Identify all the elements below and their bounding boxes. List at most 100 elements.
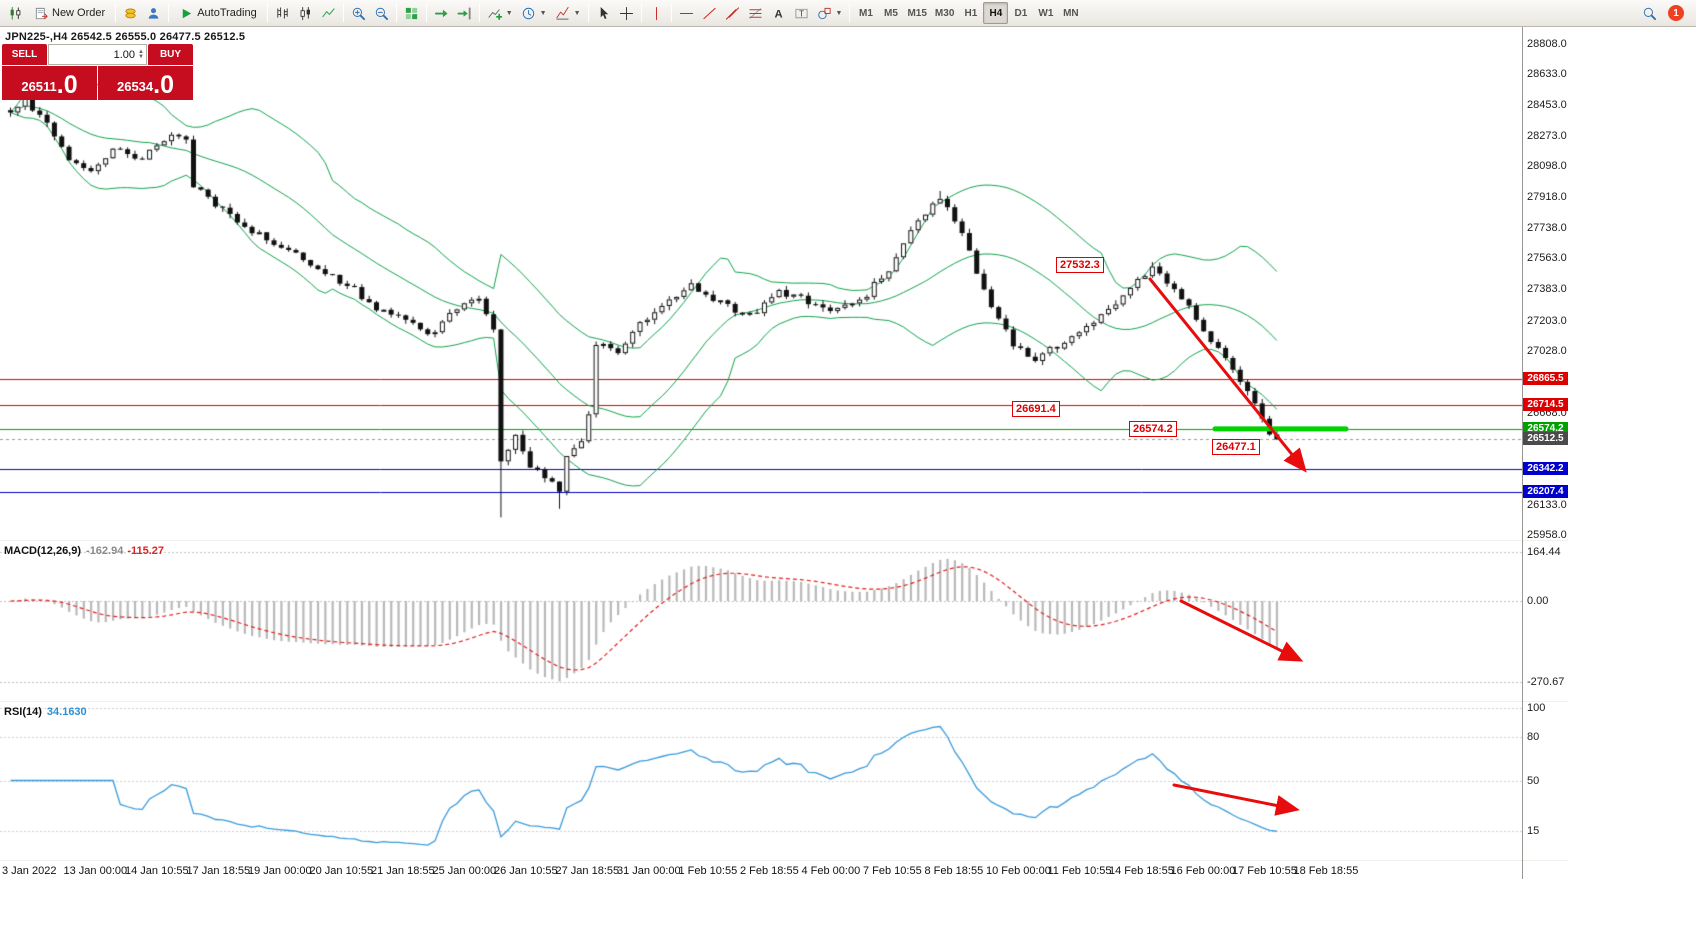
new-chart-dropdown[interactable]: ▼ — [483, 2, 517, 24]
sell-price[interactable]: 26511.0 — [2, 66, 97, 100]
volume-spinner[interactable]: ▲ ▼ — [138, 48, 144, 60]
accounts-button[interactable] — [142, 2, 165, 24]
shapes-dropdown[interactable]: ▼ — [813, 2, 847, 24]
time-axis-label: 19 Jan 00:00 — [248, 865, 312, 877]
new-chart-button[interactable] — [4, 2, 27, 24]
timeframe-h1[interactable]: H1 — [958, 2, 983, 24]
sell-button[interactable]: SELL — [2, 44, 47, 65]
price-annotation[interactable]: 26691.4 — [1012, 401, 1060, 417]
autotrading-label: AutoTrading — [197, 7, 257, 19]
horizontal-line-tool-button[interactable] — [675, 2, 698, 24]
price-tick-label: 28633.0 — [1527, 68, 1567, 81]
timeframe-group: M1 M5 M15 M30 H1 H4 D1 W1 MN — [853, 2, 1083, 24]
indicators-icon — [556, 6, 569, 20]
line-chart-mode-button[interactable] — [317, 2, 340, 24]
autotrading-button[interactable]: AutoTrading — [172, 2, 264, 24]
toolbar-separator — [640, 4, 642, 22]
bar-chart-mode-button[interactable] — [271, 2, 294, 24]
crosshair-tool-button[interactable] — [615, 2, 638, 24]
new-order-button[interactable]: New Order — [27, 2, 112, 24]
macd-panel-separator[interactable] — [0, 540, 1568, 541]
price-annotation[interactable]: 26574.2 — [1129, 421, 1177, 437]
timeframe-m1[interactable]: M1 — [853, 2, 878, 24]
rsi-indicator-canvas[interactable] — [0, 702, 1522, 860]
channel-tool-button[interactable] — [721, 2, 744, 24]
price-annotation[interactable]: 26477.1 — [1212, 439, 1260, 455]
rsi-label: RSI(14) 34.1630 — [4, 706, 87, 718]
price-tag: 26865.5 — [1523, 371, 1568, 385]
timeframe-m5[interactable]: M5 — [878, 2, 903, 24]
price-tick-label: 28453.0 — [1527, 99, 1567, 112]
chart-shift-button[interactable] — [453, 2, 476, 24]
main-chart-canvas[interactable] — [0, 28, 1522, 540]
time-axis[interactable]: 3 Jan 2022 13 Jan 00:00 14 Jan 10:55 17 Jan… — [0, 861, 1522, 880]
time-axis-label: 14 Jan 10:55 — [125, 865, 189, 877]
shapes-icon — [817, 7, 831, 19]
timeframe-w1[interactable]: W1 — [1033, 2, 1058, 24]
trade-panel-top-row: SELL 1.00 ▲ ▼ BUY — [2, 44, 193, 65]
buy-price[interactable]: 26534.0 — [98, 66, 193, 100]
price-tag: 26714.5 — [1523, 397, 1568, 411]
trendline-icon — [702, 7, 716, 19]
trendline-tool-button[interactable] — [698, 2, 721, 24]
candlestick-chart-icon — [10, 6, 21, 20]
trade-panel-prices: 26511.0 26534.0 — [2, 66, 193, 100]
macd-value-signal: -115.27 — [127, 545, 165, 557]
price-annotation[interactable]: 27532.3 — [1056, 257, 1104, 273]
zoom-out-button[interactable] — [370, 2, 393, 24]
cursor-tool-button[interactable] — [592, 2, 615, 24]
rsi-scale-label: 50 — [1527, 774, 1540, 787]
time-axis-label: 7 Feb 10:55 — [863, 865, 922, 877]
timeframe-m30[interactable]: M30 — [931, 2, 958, 24]
dropdown-caret-icon: ▼ — [539, 9, 547, 17]
zoom-in-button[interactable] — [347, 2, 370, 24]
rsi-panel-separator[interactable] — [0, 701, 1568, 702]
rsi-scale-label: 100 — [1527, 702, 1546, 714]
macd-indicator-canvas[interactable] — [0, 541, 1522, 700]
dropdown-caret-icon: ▼ — [505, 9, 513, 17]
search-button[interactable] — [1638, 2, 1661, 24]
toolbar-separator — [425, 4, 427, 22]
crosshair-icon — [619, 6, 633, 20]
notification-badge[interactable]: 1 — [1668, 5, 1684, 21]
spin-up-icon[interactable]: ▲ — [138, 48, 144, 55]
price-tag: 26512.5 — [1523, 432, 1568, 446]
candle-chart-mode-button[interactable] — [294, 2, 317, 24]
time-axis-label: 18 Feb 18:55 — [1293, 865, 1359, 877]
timeframe-h4[interactable]: H4 — [983, 2, 1009, 24]
volume-input[interactable]: 1.00 ▲ ▼ — [48, 44, 147, 65]
timeframe-m15[interactable]: M15 — [903, 2, 930, 24]
timeframe-d1[interactable]: D1 — [1008, 2, 1033, 24]
price-tick-label: 27383.0 — [1527, 283, 1567, 296]
rsi-scale-label: 80 — [1527, 731, 1540, 743]
price-scale-separator — [1522, 27, 1523, 879]
price-tick-label: 27028.0 — [1527, 344, 1567, 357]
price-tick-label: 27203.0 — [1527, 314, 1567, 327]
tile-windows-button[interactable] — [400, 2, 423, 24]
price-tick-label: 27738.0 — [1527, 222, 1567, 235]
timeframe-mn[interactable]: MN — [1058, 2, 1083, 24]
toolbar-separator — [849, 4, 851, 22]
autotrading-play-icon — [182, 8, 192, 18]
vertical-line-tool-button[interactable] — [645, 2, 668, 24]
periods-dropdown[interactable]: ▼ — [517, 2, 551, 24]
indicators-dropdown[interactable]: ▼ — [551, 2, 585, 24]
fibonacci-icon — [748, 7, 762, 19]
label-tool-button[interactable]: T — [790, 2, 813, 24]
spin-down-icon[interactable]: ▼ — [138, 53, 144, 60]
price-tag: 26574.2 — [1523, 421, 1568, 435]
toolbar-separator — [342, 4, 344, 22]
auto-scroll-button[interactable] — [430, 2, 453, 24]
deposit-button[interactable] — [119, 2, 142, 24]
fibonacci-tool-button[interactable] — [744, 2, 767, 24]
time-axis-label: 31 Jan 00:00 — [617, 865, 681, 877]
macd-value-main: -162.94 — [86, 545, 124, 557]
time-axis-label: 4 Feb 00:00 — [801, 865, 861, 877]
text-tool-button[interactable]: A — [767, 2, 790, 24]
time-axis-label: 26 Jan 10:55 — [494, 865, 558, 877]
notification-count: 1 — [1673, 7, 1679, 19]
rsi-value: 34.1630 — [46, 706, 87, 718]
buy-button[interactable]: BUY — [148, 44, 193, 65]
dropdown-caret-icon: ▼ — [573, 9, 581, 17]
toolbar-separator — [115, 4, 117, 22]
